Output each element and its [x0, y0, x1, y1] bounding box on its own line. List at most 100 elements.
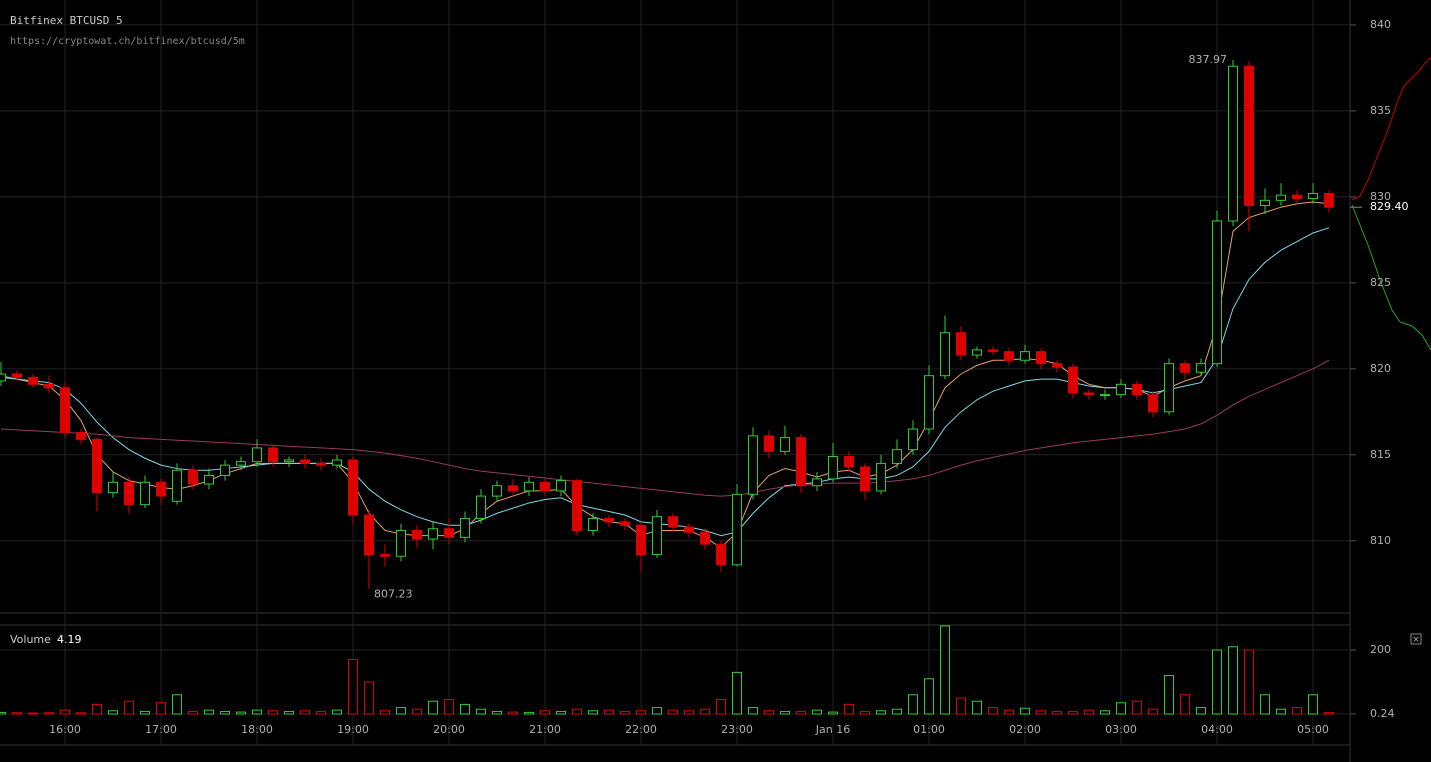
volume-bar: [1020, 707, 1030, 715]
x-tick-label: 21:00: [529, 723, 561, 736]
candle-body: [316, 462, 326, 466]
candle-body: [844, 456, 854, 468]
volume-bar: [44, 712, 54, 715]
candle-body: [28, 376, 38, 385]
volume-bar: [780, 710, 790, 715]
candle-body: [92, 438, 102, 494]
x-tick-label: 18:00: [241, 723, 273, 736]
candle-body: [972, 349, 982, 356]
volume-bar: [572, 708, 582, 715]
volume-bar: [476, 708, 486, 715]
candle-body: [444, 528, 454, 538]
candle-body: [1100, 394, 1110, 397]
candle-body: [540, 481, 550, 492]
candle-body: [220, 464, 230, 476]
volume-bar: [1036, 710, 1046, 715]
volume-bar: [652, 707, 662, 715]
candle-body: [860, 466, 870, 492]
volume-bar: [556, 710, 566, 715]
volume-bar: [108, 710, 118, 715]
candle-body: [236, 461, 246, 466]
volume-bar: [1212, 649, 1222, 715]
volume-bar: [524, 711, 534, 715]
candle-body: [684, 526, 694, 533]
candle-body: [604, 517, 614, 523]
volume-bar: [284, 710, 294, 715]
x-tick-label: 19:00: [337, 723, 369, 736]
candle-body: [636, 524, 646, 556]
volume-bar: [12, 712, 22, 715]
candle-body: [812, 478, 822, 487]
volume-bar: [252, 709, 262, 715]
volume-bar: [188, 710, 198, 715]
candle-body: [124, 481, 134, 506]
x-tick-label: 04:00: [1201, 723, 1233, 736]
close-button[interactable]: [1410, 633, 1422, 645]
candle-body: [1004, 351, 1014, 361]
close-icon[interactable]: ×: [1412, 635, 1420, 645]
x-tick-label: 05:00: [1297, 723, 1329, 736]
candle-body: [828, 456, 838, 480]
volume-bar: [940, 625, 950, 715]
candle-body: [524, 481, 534, 492]
volume-bar: [220, 710, 230, 715]
candle-body: [940, 332, 950, 377]
volume-bar: [300, 710, 310, 715]
candle-body: [460, 517, 470, 538]
candle-body: [1068, 366, 1078, 394]
volume-bar: [876, 710, 886, 715]
candle-body: [1276, 194, 1286, 201]
volume-bar: [172, 694, 182, 715]
volume-label: Volume: [10, 633, 51, 646]
candle-body: [412, 529, 422, 540]
candle-body: [284, 459, 294, 463]
chart-subtitle: https://cryptowat.ch/bitfinex/btcusd/5m: [10, 36, 245, 47]
volume-bar: [364, 681, 374, 715]
candle-body: [1148, 394, 1158, 413]
volume-bar: [60, 709, 70, 715]
volume-bar: [1164, 675, 1174, 715]
candle-body: [364, 514, 374, 556]
x-tick-label: 03:00: [1105, 723, 1137, 736]
high-label: 837.97: [1189, 53, 1228, 66]
volume-bar: [316, 710, 326, 715]
volume-bar: [1148, 708, 1158, 715]
volume-bar: [268, 710, 278, 715]
candle-body: [1292, 194, 1302, 200]
candle-body: [492, 485, 502, 497]
candle-body: [892, 449, 902, 464]
candle-body: [140, 481, 150, 506]
candle-body: [268, 447, 278, 463]
volume-bar: [620, 710, 630, 715]
volume-bar: [1244, 649, 1254, 715]
volume-bar: [1196, 707, 1206, 715]
y-tick-label: 200: [1370, 643, 1391, 656]
candle-body: [1116, 383, 1126, 396]
volume-bar: [700, 708, 710, 715]
candle-body: [1036, 351, 1046, 365]
volume-bar: [684, 710, 694, 715]
volume-bar: [508, 711, 518, 715]
candle-body: [732, 493, 742, 566]
candle-body: [1164, 363, 1174, 413]
candle-body: [716, 543, 726, 566]
volume-bar: [236, 711, 246, 715]
candle-body: [1324, 192, 1334, 208]
volume-bar: [0, 711, 6, 715]
candle-body: [1132, 383, 1142, 396]
candle-body: [572, 480, 582, 531]
candle-body: [428, 528, 438, 540]
volume-bar: [956, 697, 966, 715]
volume-bar: [444, 699, 454, 715]
volume-bar: [1100, 710, 1110, 715]
candle-body: [700, 531, 710, 545]
volume-bar: [636, 710, 646, 715]
volume-value: 4.19: [57, 633, 82, 646]
volume-bar: [380, 710, 390, 715]
volume-bar: [28, 712, 38, 715]
y-tick-label: 810: [1370, 534, 1391, 547]
candle-body: [1212, 220, 1222, 365]
moving-average: [0, 359, 1330, 497]
volume-bar: [972, 700, 982, 715]
